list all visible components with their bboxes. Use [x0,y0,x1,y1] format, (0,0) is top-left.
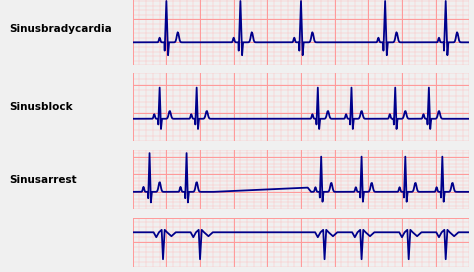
Text: Sinusblock: Sinusblock [9,103,73,112]
Text: Sinusarrest: Sinusarrest [9,175,77,184]
Text: Sinusbradycardia: Sinusbradycardia [9,24,112,33]
